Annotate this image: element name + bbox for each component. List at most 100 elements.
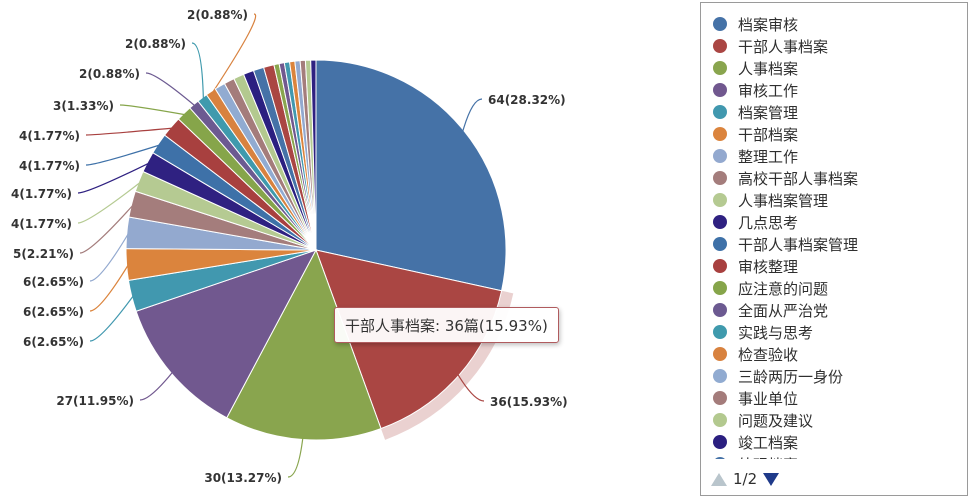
legend-label: 人事档案 [738, 59, 799, 78]
legend-label: 竣工档案 [738, 433, 799, 452]
legend-marker-icon [713, 149, 727, 163]
legend-label: 整理工作 [738, 147, 799, 166]
legend-marker-icon [713, 347, 727, 361]
legend-label: 高校干部人事档案 [738, 169, 859, 188]
legend-label: 干部人事档案管理 [738, 235, 859, 254]
legend-marker-icon [713, 413, 727, 427]
legend-marker-icon [713, 281, 727, 295]
slice-data-label: 4(1.77%) [19, 129, 80, 143]
legend-item[interactable]: 实践与思考 [713, 321, 963, 343]
legend-label: 外观档案 [738, 454, 798, 460]
legend-marker-icon [713, 391, 727, 405]
legend: 档案审核干部人事档案 人事档案 审核工作档案管理 干部档案整理工作高校干部人事档案 人事… [700, 2, 968, 496]
legend-item[interactable]: 档案审核 [713, 13, 963, 35]
legend-label: 几点思考 [738, 213, 799, 232]
legend-item[interactable]: 审核整理 [713, 255, 963, 277]
legend-label: 事业单位 [738, 389, 799, 408]
legend-marker-icon [713, 171, 727, 185]
legend-marker-icon [713, 435, 727, 449]
legend-label: 档案审核 [738, 15, 799, 34]
legend-marker-icon [713, 127, 727, 141]
legend-marker-icon [713, 193, 727, 207]
legend-marker-icon [713, 105, 727, 119]
legend-item[interactable]: 竣工档案 [713, 431, 963, 453]
legend-label: 问题及建议 [738, 411, 814, 430]
legend-label: 检查验收 [738, 345, 799, 364]
label-connector [85, 127, 173, 136]
label-connector [89, 232, 130, 282]
legend-item[interactable]: 事业单位 [713, 387, 963, 409]
label-connector [119, 104, 186, 116]
legend-marker-icon [713, 303, 727, 317]
legend-item[interactable]: 应注意的问题 [713, 277, 963, 299]
legend-marker-icon [713, 369, 727, 383]
label-connector [77, 162, 150, 194]
legend-item[interactable]: 人事档案管理 [713, 189, 963, 211]
page-up-arrow-icon[interactable] [711, 472, 727, 486]
legend-item[interactable]: 三龄两历一身份 [713, 365, 963, 387]
legend-item[interactable]: 问题及建议 [713, 409, 963, 431]
slice-data-label: 6(2.65%) [23, 305, 84, 319]
pie-chart: 64(28.32%) 36(15.93%) 30(13.27%) 27(11.95%)… [11, 8, 568, 485]
legend-item[interactable]: 审核工作 [713, 79, 963, 101]
legend-label: 全面从严治党 [738, 301, 829, 320]
slice-data-label: 6(2.65%) [23, 275, 84, 289]
legend-label: 档案管理 [738, 103, 799, 122]
legend-item[interactable]: 检查验收 [713, 343, 963, 365]
label-connector [211, 13, 257, 94]
legend-marker-icon [713, 61, 727, 75]
legend-item[interactable]: 干部档案 [713, 123, 963, 145]
slice-data-label: 2(0.88%) [187, 8, 248, 22]
label-connector [89, 264, 130, 312]
legend-item[interactable]: 全面从严治党 [713, 299, 963, 321]
legend-marker-icon [713, 325, 727, 339]
legend-label: 人事档案管理 [738, 191, 829, 210]
slice-data-label: 4(1.77%) [11, 187, 72, 201]
slice-data-label: 64(28.32%) [488, 93, 566, 107]
legend-marker-icon [713, 237, 727, 251]
legend-item[interactable]: 外观档案 [713, 453, 963, 459]
pie-slice[interactable] [310, 59, 317, 251]
legend-label: 三龄两历一身份 [738, 367, 844, 386]
legend-marker-icon [713, 215, 727, 229]
slice-hover-halo [380, 290, 514, 440]
legend-list: 档案审核干部人事档案 人事档案 审核工作档案管理 干部档案整理工作高校干部人事档案 人事… [713, 13, 963, 459]
slice-tooltip: 干部人事档案: 36篇(15.93%) [334, 307, 559, 343]
legend-marker-icon [713, 259, 727, 273]
slice-data-label: 6(2.65%) [23, 335, 84, 349]
slice-data-label: 4(1.77%) [19, 159, 80, 173]
label-connector [456, 373, 485, 402]
legend-item[interactable]: 整理工作 [713, 145, 963, 167]
legend-marker-icon [713, 17, 727, 31]
legend-label: 应注意的问题 [738, 279, 829, 298]
label-connector [461, 98, 483, 133]
legend-marker-icon [713, 83, 727, 97]
legend-label: 干部人事档案 [738, 37, 829, 56]
label-connector [191, 42, 204, 100]
legend-item[interactable]: 几点思考 [713, 211, 963, 233]
legend-marker-icon [713, 457, 727, 459]
slice-data-label: 30(13.27%) [204, 471, 282, 485]
slice-data-label: 36(15.93%) [490, 395, 568, 409]
legend-item[interactable]: 档案管理 [713, 101, 963, 123]
legend-item[interactable]: 干部人事档案管理 [713, 233, 963, 255]
pie-slice[interactable] [315, 59, 507, 292]
label-connector [139, 371, 174, 401]
legend-item[interactable]: 人事档案 [713, 57, 963, 79]
label-connector [145, 72, 196, 107]
legend-item[interactable]: 高校干部人事档案 [713, 167, 963, 189]
slice-data-label: 3(1.33%) [53, 99, 114, 113]
slice-data-label: 2(0.88%) [125, 37, 186, 51]
page-down-arrow-icon[interactable] [763, 472, 780, 486]
legend-label: 审核整理 [738, 257, 799, 276]
legend-item[interactable]: 干部人事档案 [713, 35, 963, 57]
slice-data-label: 5(2.21%) [13, 247, 74, 261]
slice-data-label: 4(1.77%) [11, 217, 72, 231]
legend-label: 实践与思考 [738, 323, 814, 342]
label-connector [85, 144, 161, 166]
label-connector [89, 295, 135, 342]
legend-page-number: 1/2 [733, 470, 758, 488]
label-connector [77, 181, 142, 224]
label-connector [287, 437, 304, 478]
legend-pager: 1/2 [711, 469, 780, 489]
